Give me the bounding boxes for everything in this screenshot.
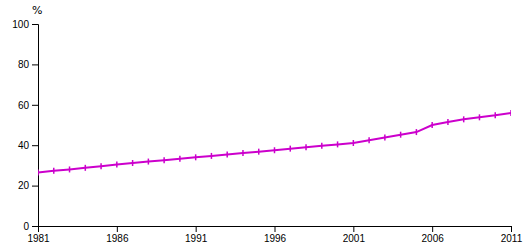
x-tick-label: 1991 xyxy=(185,233,208,244)
y-tick: 60 xyxy=(18,100,38,111)
marker xyxy=(416,129,418,135)
y-tick: 20 xyxy=(18,180,38,191)
marker xyxy=(163,157,165,163)
x-tick-mark xyxy=(117,226,118,232)
y-tick-label: 0 xyxy=(23,221,29,232)
marker xyxy=(85,165,87,171)
marker xyxy=(305,144,307,150)
series xyxy=(38,110,511,176)
y-tick-label: 80 xyxy=(18,59,30,70)
marker xyxy=(211,153,213,159)
marker xyxy=(226,151,228,157)
plot: 1981 1986 1991 1996 2001 2006 2011 0 20 40 60 80 100 xyxy=(12,19,522,244)
x-tick-mark xyxy=(196,226,197,232)
marker xyxy=(447,119,449,125)
y-tick-mark xyxy=(32,145,38,146)
x-tick-label: 2001 xyxy=(343,233,366,244)
marker xyxy=(195,154,197,160)
marker xyxy=(100,163,102,169)
y-tick-mark xyxy=(32,64,38,65)
y-tick-label: 60 xyxy=(18,100,30,111)
marker xyxy=(179,156,181,162)
marker xyxy=(337,141,339,147)
x-tick-mark xyxy=(353,226,354,232)
x-tick-label: 1986 xyxy=(106,233,129,244)
marker xyxy=(274,147,276,153)
y-tick-mark xyxy=(32,226,38,227)
marker xyxy=(479,114,481,120)
x-tick-label: 2011 xyxy=(501,233,523,244)
y-tick-label: 40 xyxy=(18,140,30,151)
marker xyxy=(38,169,39,175)
x-tick: 1981 xyxy=(27,226,50,244)
y-tick: 100 xyxy=(12,19,38,30)
marker xyxy=(431,122,433,128)
y-tick: 0 xyxy=(23,221,38,232)
x-tick: 2011 xyxy=(501,226,523,244)
x-tick: 1991 xyxy=(185,226,208,244)
y-tick-mark xyxy=(32,24,38,25)
y-tick-label: 100 xyxy=(12,19,29,30)
marker xyxy=(132,160,134,166)
x-axis-line xyxy=(39,227,512,233)
x-tick: 1996 xyxy=(264,226,287,244)
marker xyxy=(400,132,402,138)
y-tick: 80 xyxy=(18,59,38,70)
y-axis: 0 20 40 60 80 100 xyxy=(12,19,38,232)
marker xyxy=(353,140,355,146)
x-tick-label: 1981 xyxy=(27,233,50,244)
marker xyxy=(258,149,260,155)
marker xyxy=(321,143,323,149)
marker xyxy=(494,112,496,118)
x-tick-label: 1996 xyxy=(264,233,287,244)
y-tick-mark xyxy=(32,105,38,106)
marker xyxy=(368,137,370,143)
y-axis-label: % xyxy=(32,4,42,17)
x-tick-label: 2006 xyxy=(422,233,445,244)
x-tick: 2001 xyxy=(343,226,366,244)
x-axis: 1981 1986 1991 1996 2001 2006 2011 xyxy=(27,226,522,244)
x-tick: 1986 xyxy=(106,226,129,244)
marker xyxy=(463,116,465,122)
x-tick-mark xyxy=(432,226,433,232)
marker xyxy=(116,162,118,168)
y-tick: 40 xyxy=(18,140,38,151)
x-tick: 2006 xyxy=(422,226,445,244)
marker xyxy=(242,150,244,156)
x-tick-mark xyxy=(511,226,512,232)
marker xyxy=(69,166,71,172)
marker xyxy=(290,146,292,152)
y-axis-line xyxy=(32,25,39,227)
chart: 1981 1986 1991 1996 2001 2006 2011 0 20 40 60 80 100… xyxy=(0,0,529,252)
marker xyxy=(53,168,55,174)
marker xyxy=(510,110,511,116)
line xyxy=(38,113,511,173)
y-tick-label: 20 xyxy=(18,180,30,191)
marker xyxy=(148,159,150,165)
y-tick-mark xyxy=(32,186,38,187)
x-tick-mark xyxy=(275,226,276,232)
marker xyxy=(384,135,386,141)
